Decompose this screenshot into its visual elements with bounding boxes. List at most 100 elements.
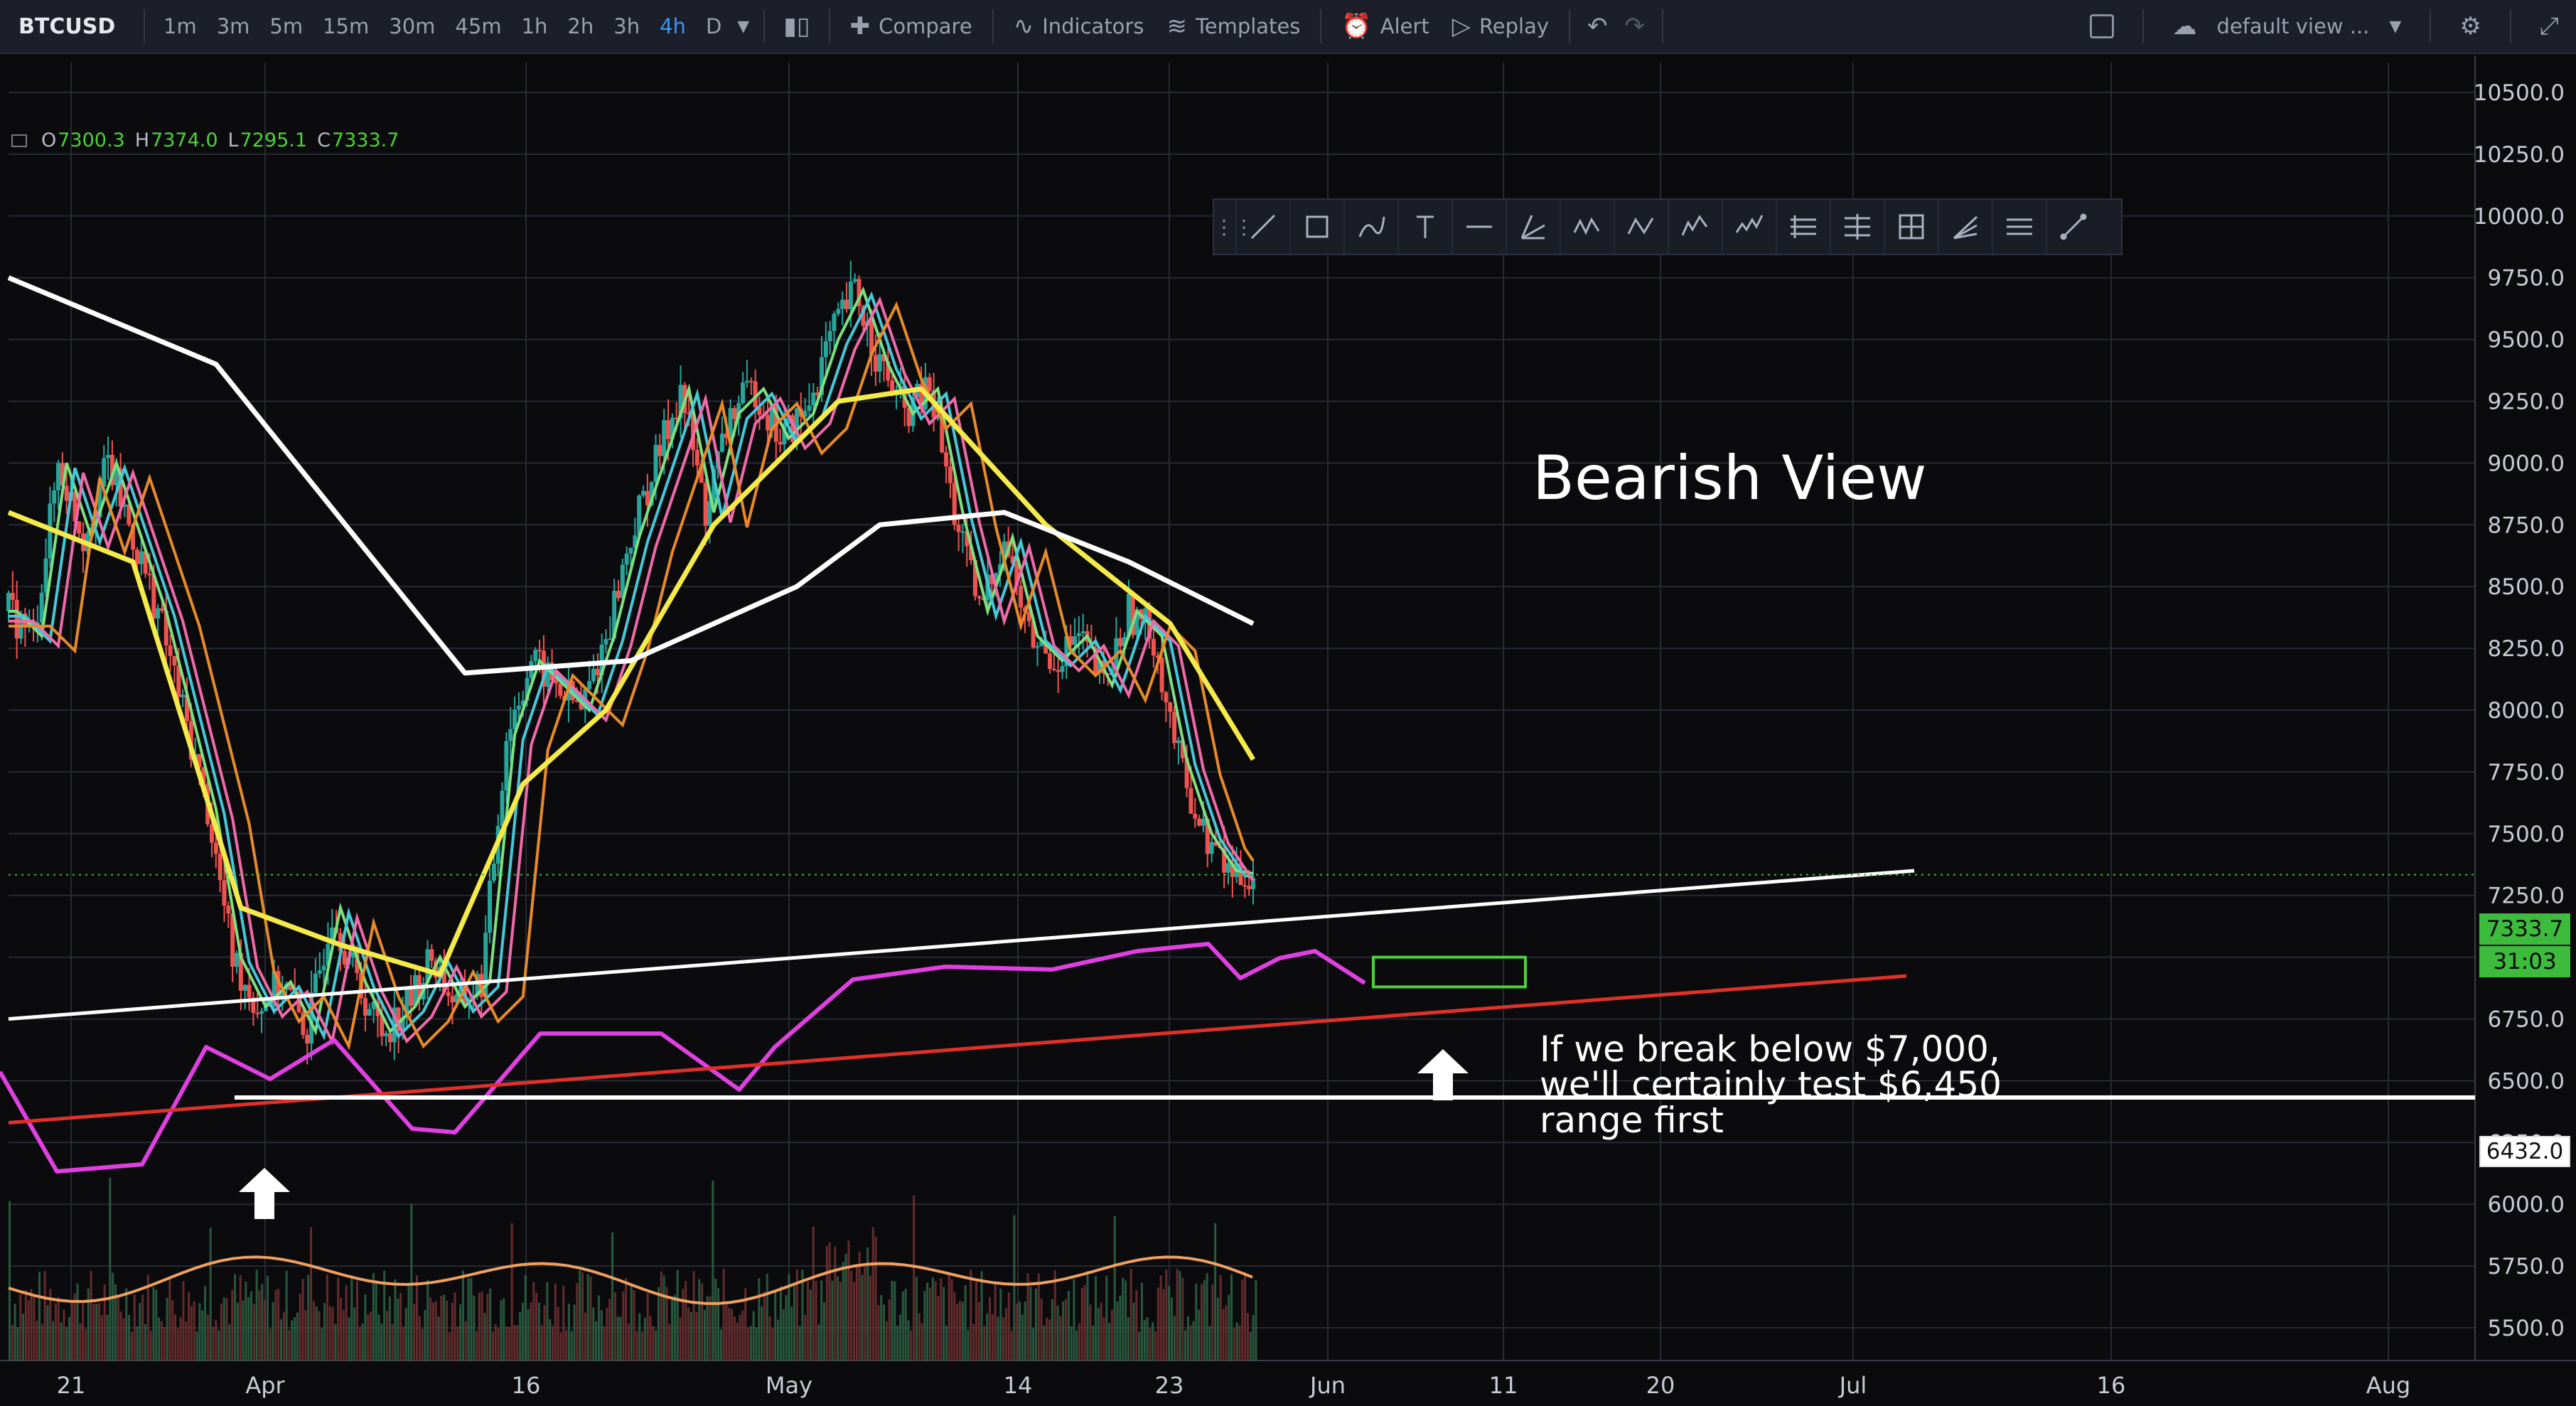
templates-button[interactable]: ≋ Templates bbox=[1155, 12, 1311, 41]
candles-icon[interactable]: ▮▯ bbox=[783, 12, 810, 41]
volume-bar bbox=[1040, 1299, 1043, 1361]
volume-bar bbox=[431, 1302, 434, 1361]
layout-name-select[interactable]: default view ... bbox=[2216, 14, 2370, 38]
candle-body bbox=[1205, 818, 1210, 854]
volume-bar bbox=[1021, 1314, 1024, 1361]
timeframe-45m[interactable]: 45m bbox=[455, 14, 502, 38]
timeframe-15m[interactable]: 15m bbox=[323, 14, 370, 38]
candle-body bbox=[944, 452, 949, 467]
volume-bar bbox=[804, 1315, 807, 1361]
elliott-wave-icon[interactable] bbox=[1668, 200, 1722, 254]
volume-bar bbox=[1159, 1275, 1162, 1361]
volume-bar bbox=[928, 1287, 931, 1361]
volume-bar bbox=[850, 1270, 853, 1361]
volume-bar bbox=[353, 1307, 356, 1361]
drag-handle-icon[interactable]: ⋮⋮ bbox=[1214, 215, 1254, 239]
volume-bar bbox=[652, 1326, 655, 1361]
measure-icon[interactable] bbox=[1884, 200, 1938, 254]
volume-bar bbox=[68, 1316, 71, 1361]
candle-body bbox=[803, 410, 807, 417]
volume-bar bbox=[820, 1280, 823, 1361]
compare-button[interactable]: ✚ Compare bbox=[839, 12, 984, 41]
candle-body bbox=[786, 415, 791, 424]
fib-fan-icon[interactable] bbox=[1506, 200, 1560, 254]
candle-body bbox=[131, 524, 136, 550]
trend-line-icon[interactable] bbox=[1235, 200, 1289, 254]
timeframe-1m[interactable]: 1m bbox=[163, 14, 197, 38]
layout-checkbox[interactable] bbox=[2090, 14, 2115, 38]
fullscreen-icon[interactable]: ⤢ bbox=[2539, 12, 2559, 41]
volume-bar bbox=[788, 1274, 790, 1361]
volume-bar bbox=[326, 1274, 328, 1361]
symbol-search[interactable]: BTCUSD bbox=[18, 14, 116, 39]
three-drives-icon[interactable] bbox=[1722, 200, 1776, 254]
volume-bar bbox=[888, 1299, 891, 1361]
timeframe-1h[interactable]: 1h bbox=[521, 14, 548, 38]
volume-bar bbox=[603, 1326, 606, 1361]
volume-bar bbox=[304, 1310, 307, 1361]
alert-button[interactable]: ⏰ Alert bbox=[1330, 12, 1440, 41]
timeframe-3h[interactable]: 3h bbox=[613, 14, 640, 38]
horizontal-line-icon[interactable] bbox=[1451, 200, 1506, 254]
ma-yellow-line bbox=[7, 386, 1255, 977]
volume-bar bbox=[537, 1302, 540, 1361]
candle-body bbox=[719, 434, 724, 452]
brush-icon[interactable] bbox=[1343, 200, 1397, 254]
gear-icon[interactable]: ⚙ bbox=[2459, 12, 2481, 41]
volume-bar bbox=[141, 1294, 144, 1361]
xabcd-pattern-icon[interactable] bbox=[1560, 200, 1614, 254]
volume-bar bbox=[372, 1273, 375, 1361]
redo-icon[interactable]: ↷ bbox=[1624, 12, 1646, 41]
bar-countdown-tag: 31:03 bbox=[2479, 946, 2570, 977]
volume-bar bbox=[358, 1326, 361, 1361]
toolbar-divider bbox=[1320, 9, 1322, 43]
indicators-button[interactable]: ∿ Indicators bbox=[1002, 12, 1156, 41]
volume-bar bbox=[1216, 1297, 1219, 1361]
candle-body bbox=[649, 482, 654, 505]
candle-body bbox=[321, 965, 326, 970]
text-icon[interactable] bbox=[1397, 200, 1451, 254]
annotation-title[interactable]: Bearish View bbox=[1533, 443, 1927, 514]
volume-bar bbox=[918, 1313, 921, 1361]
candle-body bbox=[1039, 640, 1044, 646]
candle-body bbox=[143, 551, 148, 574]
volume-bar bbox=[36, 1321, 38, 1361]
collapse-legend-icon[interactable] bbox=[11, 134, 27, 147]
replay-button[interactable]: ▷ Replay bbox=[1441, 12, 1560, 41]
fib-extension-icon[interactable] bbox=[1992, 200, 2046, 254]
ruler-icon[interactable] bbox=[2046, 200, 2100, 254]
candle-body bbox=[1093, 648, 1098, 673]
price-chart[interactable]: 10500.0 10250.0 10000.0 9750.0 9500.0 9250.0 9… bbox=[0, 55, 2576, 1406]
timeframe-2h[interactable]: 2h bbox=[567, 14, 594, 38]
annotation-note[interactable]: If we break below $7,000, we'll certainl… bbox=[1540, 1029, 2002, 1141]
chart-background bbox=[0, 55, 2576, 1406]
timeframe-30m[interactable]: 30m bbox=[389, 14, 436, 38]
volume-bar bbox=[481, 1292, 483, 1361]
y-axis-tick-label: 6750.0 bbox=[2488, 1007, 2565, 1033]
timeframe-3m[interactable]: 3m bbox=[216, 14, 250, 38]
volume-bar bbox=[57, 1297, 60, 1361]
rectangle-icon[interactable] bbox=[1289, 200, 1343, 254]
chart-pane[interactable]: 10500.0 10250.0 10000.0 9750.0 9500.0 9250.0 9… bbox=[0, 55, 2576, 1406]
volume-bar bbox=[959, 1301, 961, 1361]
abcd-pattern-icon[interactable] bbox=[1614, 200, 1668, 254]
volume-bar bbox=[1070, 1326, 1073, 1361]
pitchfork-icon[interactable] bbox=[1776, 200, 1830, 254]
candle-body bbox=[620, 564, 625, 599]
volume-bar bbox=[90, 1271, 92, 1361]
chevron-down-icon[interactable]: ▼ bbox=[2389, 17, 2402, 36]
undo-icon[interactable]: ↶ bbox=[1587, 12, 1608, 41]
timeframe-4h[interactable]: 4h bbox=[660, 14, 686, 38]
volume-bar bbox=[855, 1264, 858, 1361]
chevron-down-icon[interactable]: ▼ bbox=[737, 17, 750, 36]
volume-bar bbox=[252, 1304, 255, 1361]
volume-bar bbox=[679, 1317, 682, 1361]
candle-body bbox=[869, 321, 874, 355]
volume-bar bbox=[815, 1281, 817, 1361]
timeframe-D[interactable]: D bbox=[705, 14, 722, 38]
fib-retracement-icon[interactable] bbox=[1830, 200, 1884, 254]
gann-fan-icon[interactable] bbox=[1938, 200, 1992, 254]
volume-bar bbox=[249, 1291, 252, 1361]
volume-bar bbox=[880, 1294, 883, 1361]
timeframe-5m[interactable]: 5m bbox=[269, 14, 304, 38]
